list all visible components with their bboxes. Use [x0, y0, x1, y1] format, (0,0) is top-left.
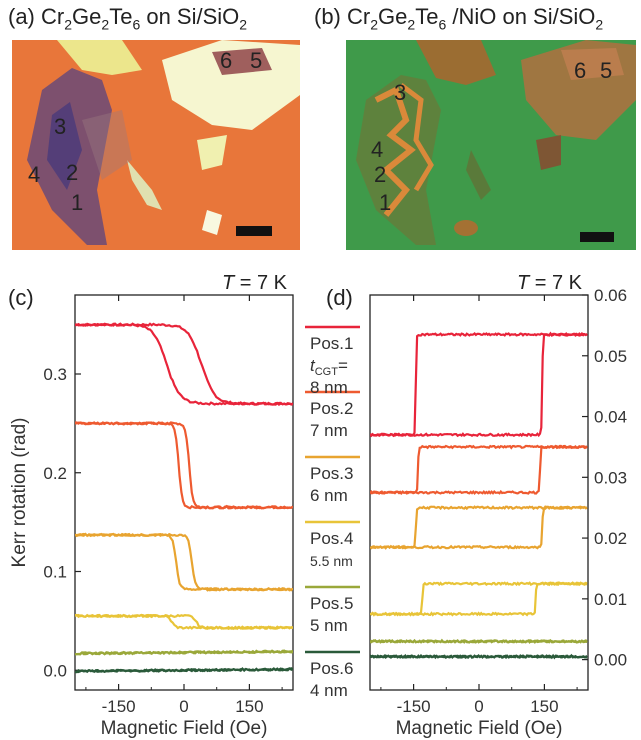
- position-label-5: 5: [600, 58, 613, 83]
- chart-d: T = 7 K: [369, 272, 589, 691]
- legend-thickness: 5.5 nm: [310, 553, 353, 569]
- y-tick-label: 0.04: [594, 408, 627, 427]
- optical-image-b: 1 2 3 4 5 6: [346, 40, 636, 250]
- x-tick-label: 0: [179, 697, 188, 716]
- series-pos1-up-sweep: [75, 322, 293, 406]
- plot-frame: [74, 294, 294, 691]
- legend-thickness: 5 nm: [310, 616, 348, 635]
- scale-bar-a: [236, 226, 272, 236]
- legend-position: Pos.6: [310, 659, 353, 678]
- legend-tcgt-label: tCGT=: [310, 356, 348, 378]
- series-pos2-up-sweep: [75, 421, 293, 510]
- panel-label: (d): [326, 285, 353, 310]
- position-label-4: 4: [371, 137, 384, 162]
- series-pos4-up-sweep: [75, 613, 293, 630]
- series-pos1-up-sweep: [370, 332, 588, 438]
- x-tick-label: -150: [397, 697, 431, 716]
- y-tick-label: 0.03: [594, 468, 627, 487]
- legend-position: Pos.1: [310, 334, 353, 353]
- temperature-annotation: T = 7 K: [222, 272, 288, 294]
- chart-c: T = 7 K: [74, 272, 294, 691]
- panel-a-title: (a) Cr2Ge2Te6 on Si/SiO2: [8, 4, 248, 33]
- kerr-charts: T = 7 K (c) -150 0 150 Magnetic Field (Oe) 0.0…: [8, 272, 627, 739]
- legend-thickness: 4 nm: [310, 681, 348, 700]
- flake-drawing-b: [356, 40, 636, 245]
- x-axis-label: Magnetic Field (Oe): [396, 718, 563, 739]
- y-tick-label: 0.00: [594, 651, 627, 670]
- series-pos3-up-sweep: [370, 505, 588, 550]
- series-pos1-down-sweep: [370, 331, 588, 438]
- series-pos2-up-sweep: [370, 444, 588, 495]
- series-pos3-down-sweep: [370, 505, 588, 550]
- y-tick-label: 0.01: [594, 590, 627, 609]
- position-label-6: 6: [220, 48, 233, 73]
- temperature-annotation: T = 7 K: [517, 272, 583, 294]
- x-tick-label: 0: [474, 697, 483, 716]
- series-pos2-down-sweep: [370, 444, 588, 495]
- x-axis-label: Magnetic Field (Oe): [101, 718, 268, 739]
- legend-thickness: 8 nm: [310, 378, 348, 397]
- position-label-3: 3: [54, 114, 67, 139]
- legend-position: Pos.2: [310, 399, 353, 418]
- x-tick-label: -150: [102, 697, 136, 716]
- position-label-5: 5: [250, 48, 263, 73]
- legend: tCGT=: [305, 325, 360, 654]
- x-tick-label: 150: [530, 697, 558, 716]
- y-tick-label: 0.06: [594, 286, 627, 305]
- y-tick-label: 0.2: [43, 464, 67, 483]
- series-pos3-down-sweep: [75, 532, 293, 592]
- series-pos1-down-sweep: [75, 322, 293, 406]
- optical-image-a: 1 2 3 4 5 6: [12, 40, 300, 250]
- panel-label: (c): [8, 285, 34, 310]
- legend-thickness: 6 nm: [310, 486, 348, 505]
- legend-position: Pos.5: [310, 594, 353, 613]
- series-pos6-up-sweep: [75, 667, 293, 674]
- position-label-1: 1: [379, 190, 392, 215]
- y-tick-label: 0.0: [43, 661, 67, 680]
- y-tick-label: 0.02: [594, 529, 627, 548]
- legend-position: Pos.4: [310, 529, 353, 548]
- legend-thickness: 7 nm: [310, 421, 348, 440]
- x-tick-label: 150: [235, 697, 263, 716]
- series-pos5-up-sweep: [370, 638, 588, 644]
- flake-drawing-a: [27, 40, 300, 245]
- position-label-3: 3: [394, 80, 407, 105]
- y-tick-label: 0.3: [43, 365, 67, 384]
- series-pos5-up-sweep: [75, 649, 293, 656]
- position-label-1: 1: [71, 190, 84, 215]
- y-tick-label: 0.05: [594, 347, 627, 366]
- position-label-2: 2: [66, 160, 79, 185]
- scale-bar-b: [580, 232, 614, 242]
- position-label-2: 2: [374, 162, 387, 187]
- series-pos4-up-sweep: [370, 581, 588, 617]
- y-axis-label: Kerr rotation (rad): [9, 418, 30, 568]
- series-pos6-up-sweep: [370, 653, 588, 660]
- position-label-6: 6: [574, 58, 587, 83]
- panel-b-title: (b) Cr2Ge2Te6 /NiO on Si/SiO2: [314, 4, 604, 33]
- legend-position: Pos.3: [310, 464, 353, 483]
- series-pos3-up-sweep: [75, 532, 293, 592]
- y-tick-label: 0.1: [43, 563, 67, 582]
- series-pos4-down-sweep: [370, 581, 588, 617]
- series-pos2-down-sweep: [75, 421, 293, 510]
- position-label-4: 4: [28, 162, 41, 187]
